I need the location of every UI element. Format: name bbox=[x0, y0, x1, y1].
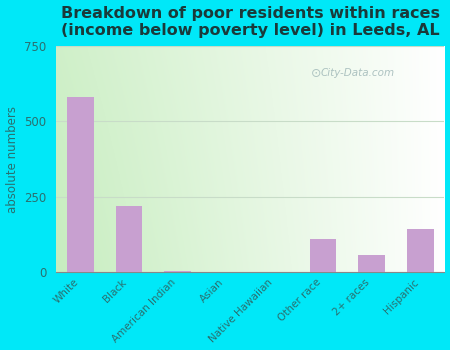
Bar bbox=[164, 271, 191, 272]
Title: Breakdown of poor residents within races
(income below poverty level) in Leeds, : Breakdown of poor residents within races… bbox=[61, 6, 440, 38]
Text: City-Data.com: City-Data.com bbox=[320, 68, 394, 78]
Bar bbox=[358, 255, 385, 272]
Bar bbox=[407, 229, 433, 272]
Bar bbox=[116, 206, 142, 272]
Bar bbox=[67, 97, 94, 272]
Text: ⊙: ⊙ bbox=[310, 67, 321, 80]
Bar bbox=[310, 239, 337, 272]
Y-axis label: absolute numbers: absolute numbers bbox=[5, 106, 18, 213]
